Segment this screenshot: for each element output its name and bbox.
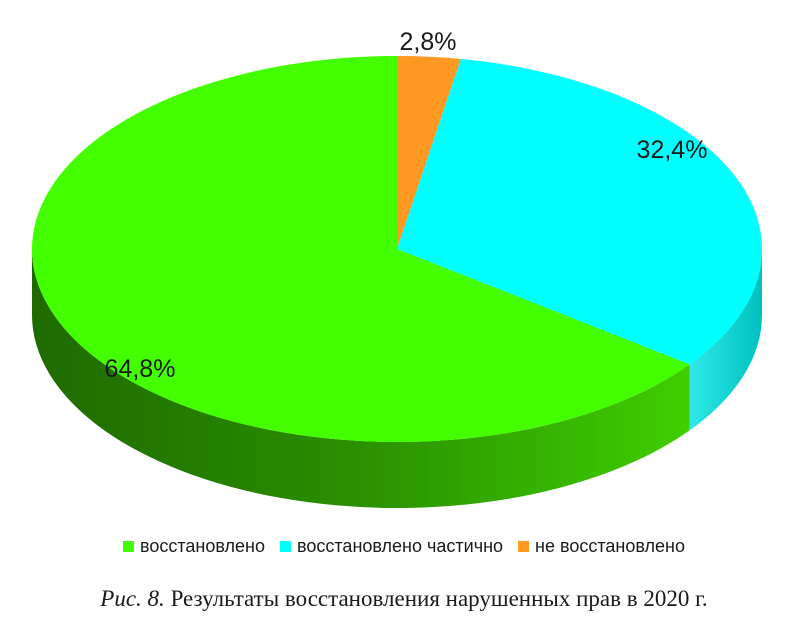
legend-swatch-cyan bbox=[280, 541, 292, 552]
legend-swatch-green bbox=[123, 541, 134, 552]
slice-not-restored-top bbox=[397, 56, 461, 249]
legend-item-not-restored: не восстановлено bbox=[518, 536, 685, 557]
slice-partial-label: 32,4% bbox=[637, 136, 708, 164]
legend-label: восстановлено частично bbox=[297, 536, 504, 556]
slice-restored-label: 64,8% bbox=[105, 355, 176, 383]
pie-labels: 64,8% 32,4% 2,8% bbox=[105, 28, 708, 383]
pie-sides bbox=[32, 249, 762, 508]
pie-chart: 64,8% 32,4% 2,8% bbox=[31, 28, 762, 508]
legend-item-restored: восстановлено bbox=[123, 536, 265, 557]
caption-prefix: Рис. 8. bbox=[100, 586, 165, 611]
legend-item-partial: восстановлено частично bbox=[280, 536, 503, 557]
pie-tops bbox=[31, 56, 762, 442]
slice-restored-side bbox=[32, 249, 690, 508]
legend-label: не восстановлено bbox=[535, 536, 685, 556]
slice-partial-top bbox=[397, 58, 762, 365]
figure-caption: Рис. 8. Результаты восстановления наруше… bbox=[0, 586, 808, 612]
caption-text: Результаты восстановления нарушенных пра… bbox=[164, 586, 708, 611]
legend: восстановлено восстановлено частично не … bbox=[0, 536, 808, 557]
slice-restored-top bbox=[31, 56, 690, 442]
slice-not-restored-label: 2,8% bbox=[400, 28, 457, 56]
legend-label: восстановлено bbox=[140, 536, 265, 556]
legend-swatch-orange bbox=[518, 541, 530, 552]
slice-partial-side bbox=[689, 249, 762, 431]
